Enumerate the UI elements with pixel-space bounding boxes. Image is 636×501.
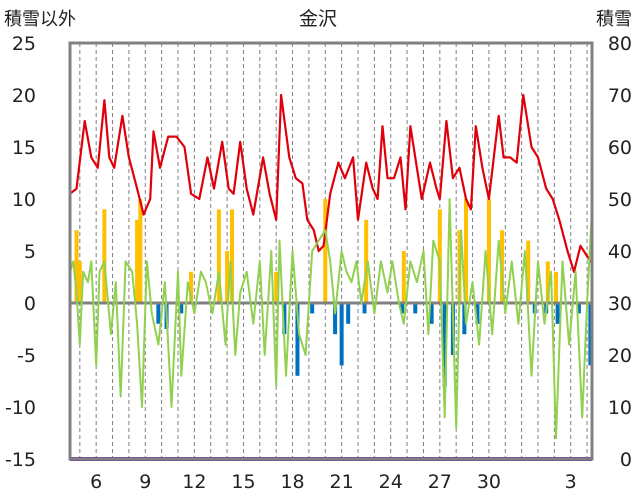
bar-orange (189, 271, 194, 303)
y-tick-label-left: 10 (12, 189, 36, 211)
bar-orange (102, 209, 107, 303)
x-tick-label: 21 (330, 471, 354, 493)
y-tick-label-left: 0 (24, 293, 36, 315)
x-tick-labels: 6 9 12 15 18 21 24 27 30 3 (90, 471, 577, 493)
left-axis-title: 積雪以外 (4, 9, 76, 30)
y-tick-label-right: 70 (608, 85, 632, 107)
bar-blue (588, 303, 593, 366)
x-tick-label: 12 (182, 471, 206, 493)
series-line-red (69, 93, 593, 273)
bar-orange (77, 261, 82, 303)
bar-blue (555, 303, 560, 324)
x-tick-label: 15 (231, 471, 255, 493)
bar-blue (475, 303, 480, 324)
bar-blue (295, 303, 300, 376)
bar-orange (486, 199, 491, 303)
right-axis-title: 積雪 (596, 9, 632, 30)
y-tick-label-left: 15 (12, 137, 36, 159)
bar-blue (413, 303, 418, 314)
bar-orange (554, 271, 558, 303)
bar-blue (429, 303, 434, 324)
x-tick-label: 27 (428, 471, 452, 493)
bar-orange (464, 199, 468, 303)
y-tick-label-left: -5 (17, 345, 36, 367)
bar-orange (437, 209, 442, 303)
x-tick-label: 3 (565, 471, 577, 493)
bar-orange (138, 199, 143, 303)
series-line-green (69, 198, 593, 440)
bar-blue (333, 303, 338, 335)
bar-orange (364, 219, 369, 303)
x-tick-label: 18 (280, 471, 304, 493)
bar-blue (442, 303, 447, 387)
y-tick-label-right: 10 (608, 397, 632, 419)
y-tick-label-left: 20 (12, 85, 36, 107)
bar-orange (74, 230, 79, 303)
left-tick-labels: 25 20 15 10 5 0 -5 -10 -15 (5, 33, 36, 471)
y-tick-label-left: 25 (12, 33, 36, 55)
bar-blue (400, 303, 405, 314)
bar-orange (401, 251, 406, 303)
x-tick-label: 30 (477, 471, 501, 493)
x-tick-label: 24 (379, 471, 403, 493)
y-tick-label-right: 0 (620, 449, 632, 471)
bar-blue (282, 303, 287, 335)
bar-blue (156, 303, 161, 324)
bar-orange (216, 209, 221, 303)
bar-blue (362, 303, 367, 314)
bar-orange (230, 209, 234, 303)
y-tick-label-right: 30 (608, 293, 632, 315)
bar-orange (135, 219, 140, 303)
bar-blue (179, 303, 184, 314)
y-tick-label-right: 50 (608, 189, 632, 211)
plot-frame (68, 41, 594, 461)
right-tick-labels: 80 70 60 50 40 30 20 10 0 (608, 33, 632, 471)
x-tick-label: 6 (90, 471, 102, 493)
bar-orange (225, 251, 230, 303)
chart-title: 金沢 (299, 8, 337, 30)
y-tick-label-left: -10 (5, 397, 36, 419)
x-tick-label: 9 (139, 471, 151, 493)
y-tick-label-left: -15 (5, 449, 36, 471)
bar-orange (526, 240, 531, 303)
bar-orange (323, 199, 328, 303)
y-tick-label-right: 80 (608, 33, 632, 55)
bar-blue (346, 303, 351, 324)
bar-blue (339, 303, 344, 366)
bar-blue (462, 303, 467, 335)
bar-blue (576, 303, 581, 314)
y-tick-label-left: 5 (24, 241, 36, 263)
y-tick-label-right: 20 (608, 345, 632, 367)
bar-orange (545, 261, 550, 303)
bar-orange (274, 271, 279, 303)
bar-blue (310, 303, 315, 314)
y-tick-label-right: 60 (608, 137, 632, 159)
y-tick-label-right: 40 (608, 241, 632, 263)
